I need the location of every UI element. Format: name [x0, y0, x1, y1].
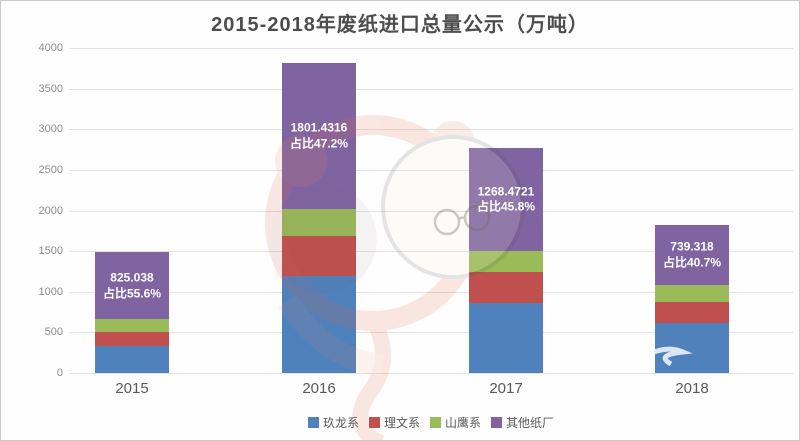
x-tick-label: 2017 — [489, 380, 523, 397]
y-tick-label: 3000 — [38, 123, 63, 136]
legend-label: 玖龙系 — [322, 416, 359, 430]
y-tick-label: 500 — [44, 326, 63, 339]
bar-data-label: 739.318 占比40.7% — [662, 239, 722, 270]
bar-data-label: 1801.4316 占比47.2% — [289, 120, 349, 151]
y-tick-label: 3500 — [38, 82, 63, 95]
bar-segment-山鹰系 — [655, 285, 729, 303]
gridline — [69, 251, 793, 253]
bar-segment-山鹰系 — [469, 251, 543, 272]
legend-label: 理文系 — [383, 416, 420, 430]
legend: 玖龙系 理文系 山鹰系 其他纸厂 — [69, 414, 793, 431]
gridline — [69, 129, 793, 131]
bar-segment-山鹰系 — [95, 319, 169, 333]
gridline — [69, 48, 793, 49]
legend-item-玖龙系: 玖龙系 — [307, 414, 359, 431]
gridline — [69, 373, 793, 374]
chart-title: 2015-2018年废纸进口总量公示（万吨） — [211, 14, 589, 36]
y-tick-label: 0 — [56, 367, 63, 379]
gridline — [69, 169, 793, 171]
legend-label: 山鹰系 — [445, 416, 482, 430]
bar-segment-其他纸厂 — [469, 147, 543, 252]
bar-segment-玖龙系 — [655, 322, 729, 373]
legend-swatch — [491, 417, 503, 428]
gridline — [69, 332, 793, 334]
gridline — [69, 291, 793, 293]
bar-segment-玖龙系 — [282, 275, 356, 373]
gridline — [69, 88, 793, 90]
y-tick-label: 4000 — [38, 42, 63, 54]
bar-segment-其他纸厂 — [95, 252, 169, 320]
x-tick-label: 2016 — [302, 380, 336, 397]
x-tick-label: 2015 — [115, 380, 149, 397]
bar-data-label: 825.038 占比55.6% — [102, 270, 162, 300]
bar-segment-玖龙系 — [95, 345, 169, 373]
bar-segment-其他纸厂 — [282, 62, 356, 210]
bar-segment-山鹰系 — [282, 209, 356, 236]
bar-segment-理文系 — [469, 271, 543, 304]
bar-data-label: 1268.4721 占比45.8% — [476, 183, 536, 214]
bar-segment-理文系 — [282, 235, 356, 276]
legend-item-山鹰系: 山鹰系 — [430, 414, 481, 431]
legend-label: 其他纸厂 — [506, 416, 555, 430]
legend-item-其他纸厂: 其他纸厂 — [491, 414, 554, 431]
bar-segment-玖龙系 — [469, 303, 543, 373]
x-tick-label: 2018 — [675, 380, 709, 397]
y-tick-label: 1000 — [38, 285, 63, 298]
bar-segment-理文系 — [655, 302, 729, 323]
y-tick-label: 1500 — [38, 245, 63, 258]
y-tick-label: 2500 — [38, 163, 63, 176]
bar-segment-其他纸厂 — [655, 225, 729, 286]
legend-swatch — [307, 417, 319, 428]
legend-swatch — [430, 417, 441, 428]
bar-segment-理文系 — [95, 332, 169, 346]
y-tick-label: 2000 — [38, 204, 63, 217]
legend-swatch — [368, 417, 380, 428]
gridline — [69, 210, 793, 212]
legend-item-理文系: 理文系 — [368, 414, 420, 431]
